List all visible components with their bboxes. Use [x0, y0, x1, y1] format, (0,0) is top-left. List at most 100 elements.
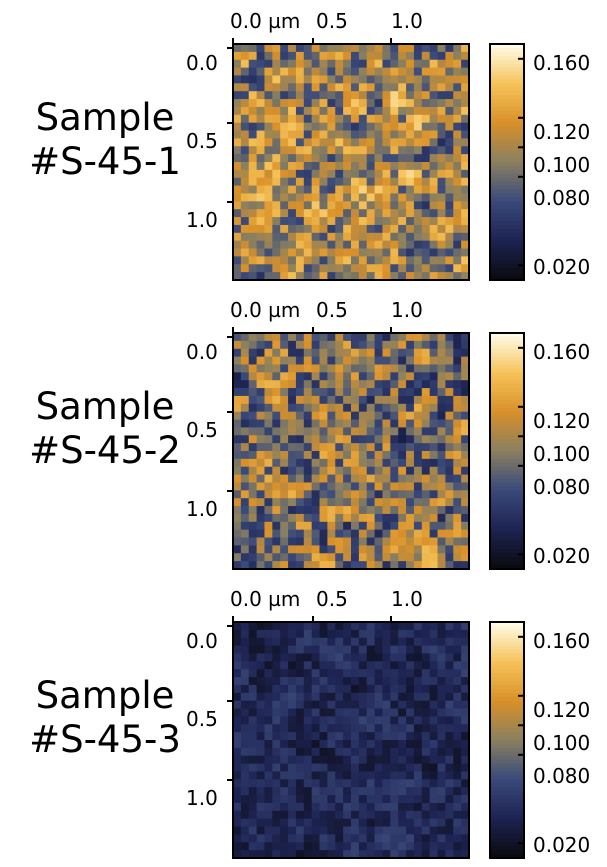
heatmap-cell [429, 177, 438, 186]
heatmap-cell [303, 169, 313, 179]
heatmap-cell [366, 272, 375, 281]
heatmap-cell [421, 340, 431, 350]
colorbar-tick-label: 0.160 [533, 51, 590, 75]
heatmap-cell [366, 787, 375, 796]
heatmap-cell [382, 403, 391, 413]
heatmap-cell [280, 802, 289, 812]
heatmap-cell [398, 130, 407, 139]
heatmap-cell [335, 201, 344, 210]
heatmap-cell [288, 372, 297, 381]
heatmap-cell [413, 272, 423, 281]
heatmap-cell [445, 44, 454, 53]
heatmap-cell [288, 272, 297, 281]
colorbar-segment [490, 629, 524, 635]
heatmap-cell [366, 201, 375, 210]
heatmap-cell [335, 264, 344, 273]
heatmap-cell [358, 724, 368, 733]
heatmap-cell [413, 629, 423, 639]
heatmap-cell [461, 83, 470, 92]
heatmap-cell [343, 201, 352, 210]
heatmap-cell [413, 755, 423, 764]
heatmap-cell [445, 169, 454, 179]
heatmap-cell [358, 645, 368, 654]
heatmap-cell [358, 333, 368, 342]
heatmap-cell [240, 411, 250, 420]
heatmap-cell [264, 256, 273, 265]
heatmap-cell [421, 224, 431, 234]
heatmap-cell [280, 763, 289, 772]
heatmap-cell [358, 529, 368, 538]
heatmap-cell [311, 513, 320, 523]
heatmap-cell [240, 193, 250, 202]
colorbar-segment [490, 525, 524, 531]
heatmap-cell [390, 372, 399, 381]
heatmap-cell [453, 419, 462, 428]
heatmap-cell [280, 771, 289, 780]
heatmap-cell [319, 561, 328, 570]
heatmap-cell [413, 348, 423, 357]
heatmap-cell [461, 553, 470, 562]
heatmap-cell [288, 645, 297, 654]
colorbar-segment [490, 728, 524, 733]
heatmap-cell [233, 747, 242, 757]
heatmap-cell [453, 779, 462, 788]
heatmap-cell [303, 75, 313, 84]
heatmap-cell [327, 834, 336, 843]
heatmap-cell [406, 708, 415, 717]
heatmap-cell [429, 787, 438, 796]
heatmap-cell [335, 826, 344, 835]
heatmap-cell [358, 834, 368, 843]
heatmap-cell [437, 747, 446, 757]
heatmap-cell [327, 435, 336, 444]
heatmap-cell [240, 842, 250, 851]
heatmap-cell [358, 248, 368, 257]
heatmap-cell [280, 217, 289, 226]
heatmap-cell [382, 169, 391, 179]
heatmap-cell [288, 177, 297, 186]
heatmap-cell [437, 818, 446, 827]
heatmap-cell [248, 162, 257, 171]
heatmap-cell [445, 810, 454, 820]
heatmap-cell [429, 403, 438, 413]
heatmap-cell [413, 333, 423, 342]
heatmap-cell [280, 708, 289, 717]
heatmap-cell [413, 771, 423, 780]
heatmap-cell [264, 834, 273, 843]
heatmap-cell [421, 826, 431, 835]
heatmap-cell [303, 185, 313, 194]
heatmap-cell [327, 443, 336, 452]
heatmap-cell [319, 177, 328, 186]
heatmap-cell [295, 677, 305, 686]
heatmap-cell [295, 364, 305, 373]
heatmap-cell [248, 692, 257, 702]
colorbar-segment [490, 158, 524, 163]
heatmap-cell [382, 201, 391, 210]
heatmap-cell [327, 372, 336, 381]
heatmap-cell [233, 818, 242, 827]
heatmap-cell [327, 333, 336, 342]
heatmap-cell [295, 240, 305, 249]
heatmap-cell [327, 240, 336, 249]
heatmap-cell [280, 372, 289, 381]
heatmap-cell [398, 810, 407, 820]
colorbar-segment [490, 103, 524, 108]
heatmap-cell [248, 747, 257, 757]
heatmap-cell [351, 248, 360, 257]
heatmap-cell [413, 130, 423, 139]
heatmap-cell [366, 513, 375, 523]
heatmap-cell [374, 99, 383, 108]
heatmap-cell [429, 380, 438, 389]
heatmap-cell [358, 537, 368, 546]
heatmap-cell [272, 91, 281, 100]
heatmap-cell [398, 629, 407, 639]
heatmap-cell [453, 466, 462, 475]
heatmap-cell [406, 256, 415, 265]
heatmap-cell [406, 193, 415, 202]
heatmap-cell [453, 834, 462, 843]
heatmap-cell [303, 787, 313, 796]
heatmap-cell [421, 372, 431, 381]
heatmap-cell [461, 51, 470, 61]
heatmap-cell [233, 380, 242, 389]
heatmap-cell [406, 506, 415, 515]
heatmap-cell [256, 106, 265, 116]
